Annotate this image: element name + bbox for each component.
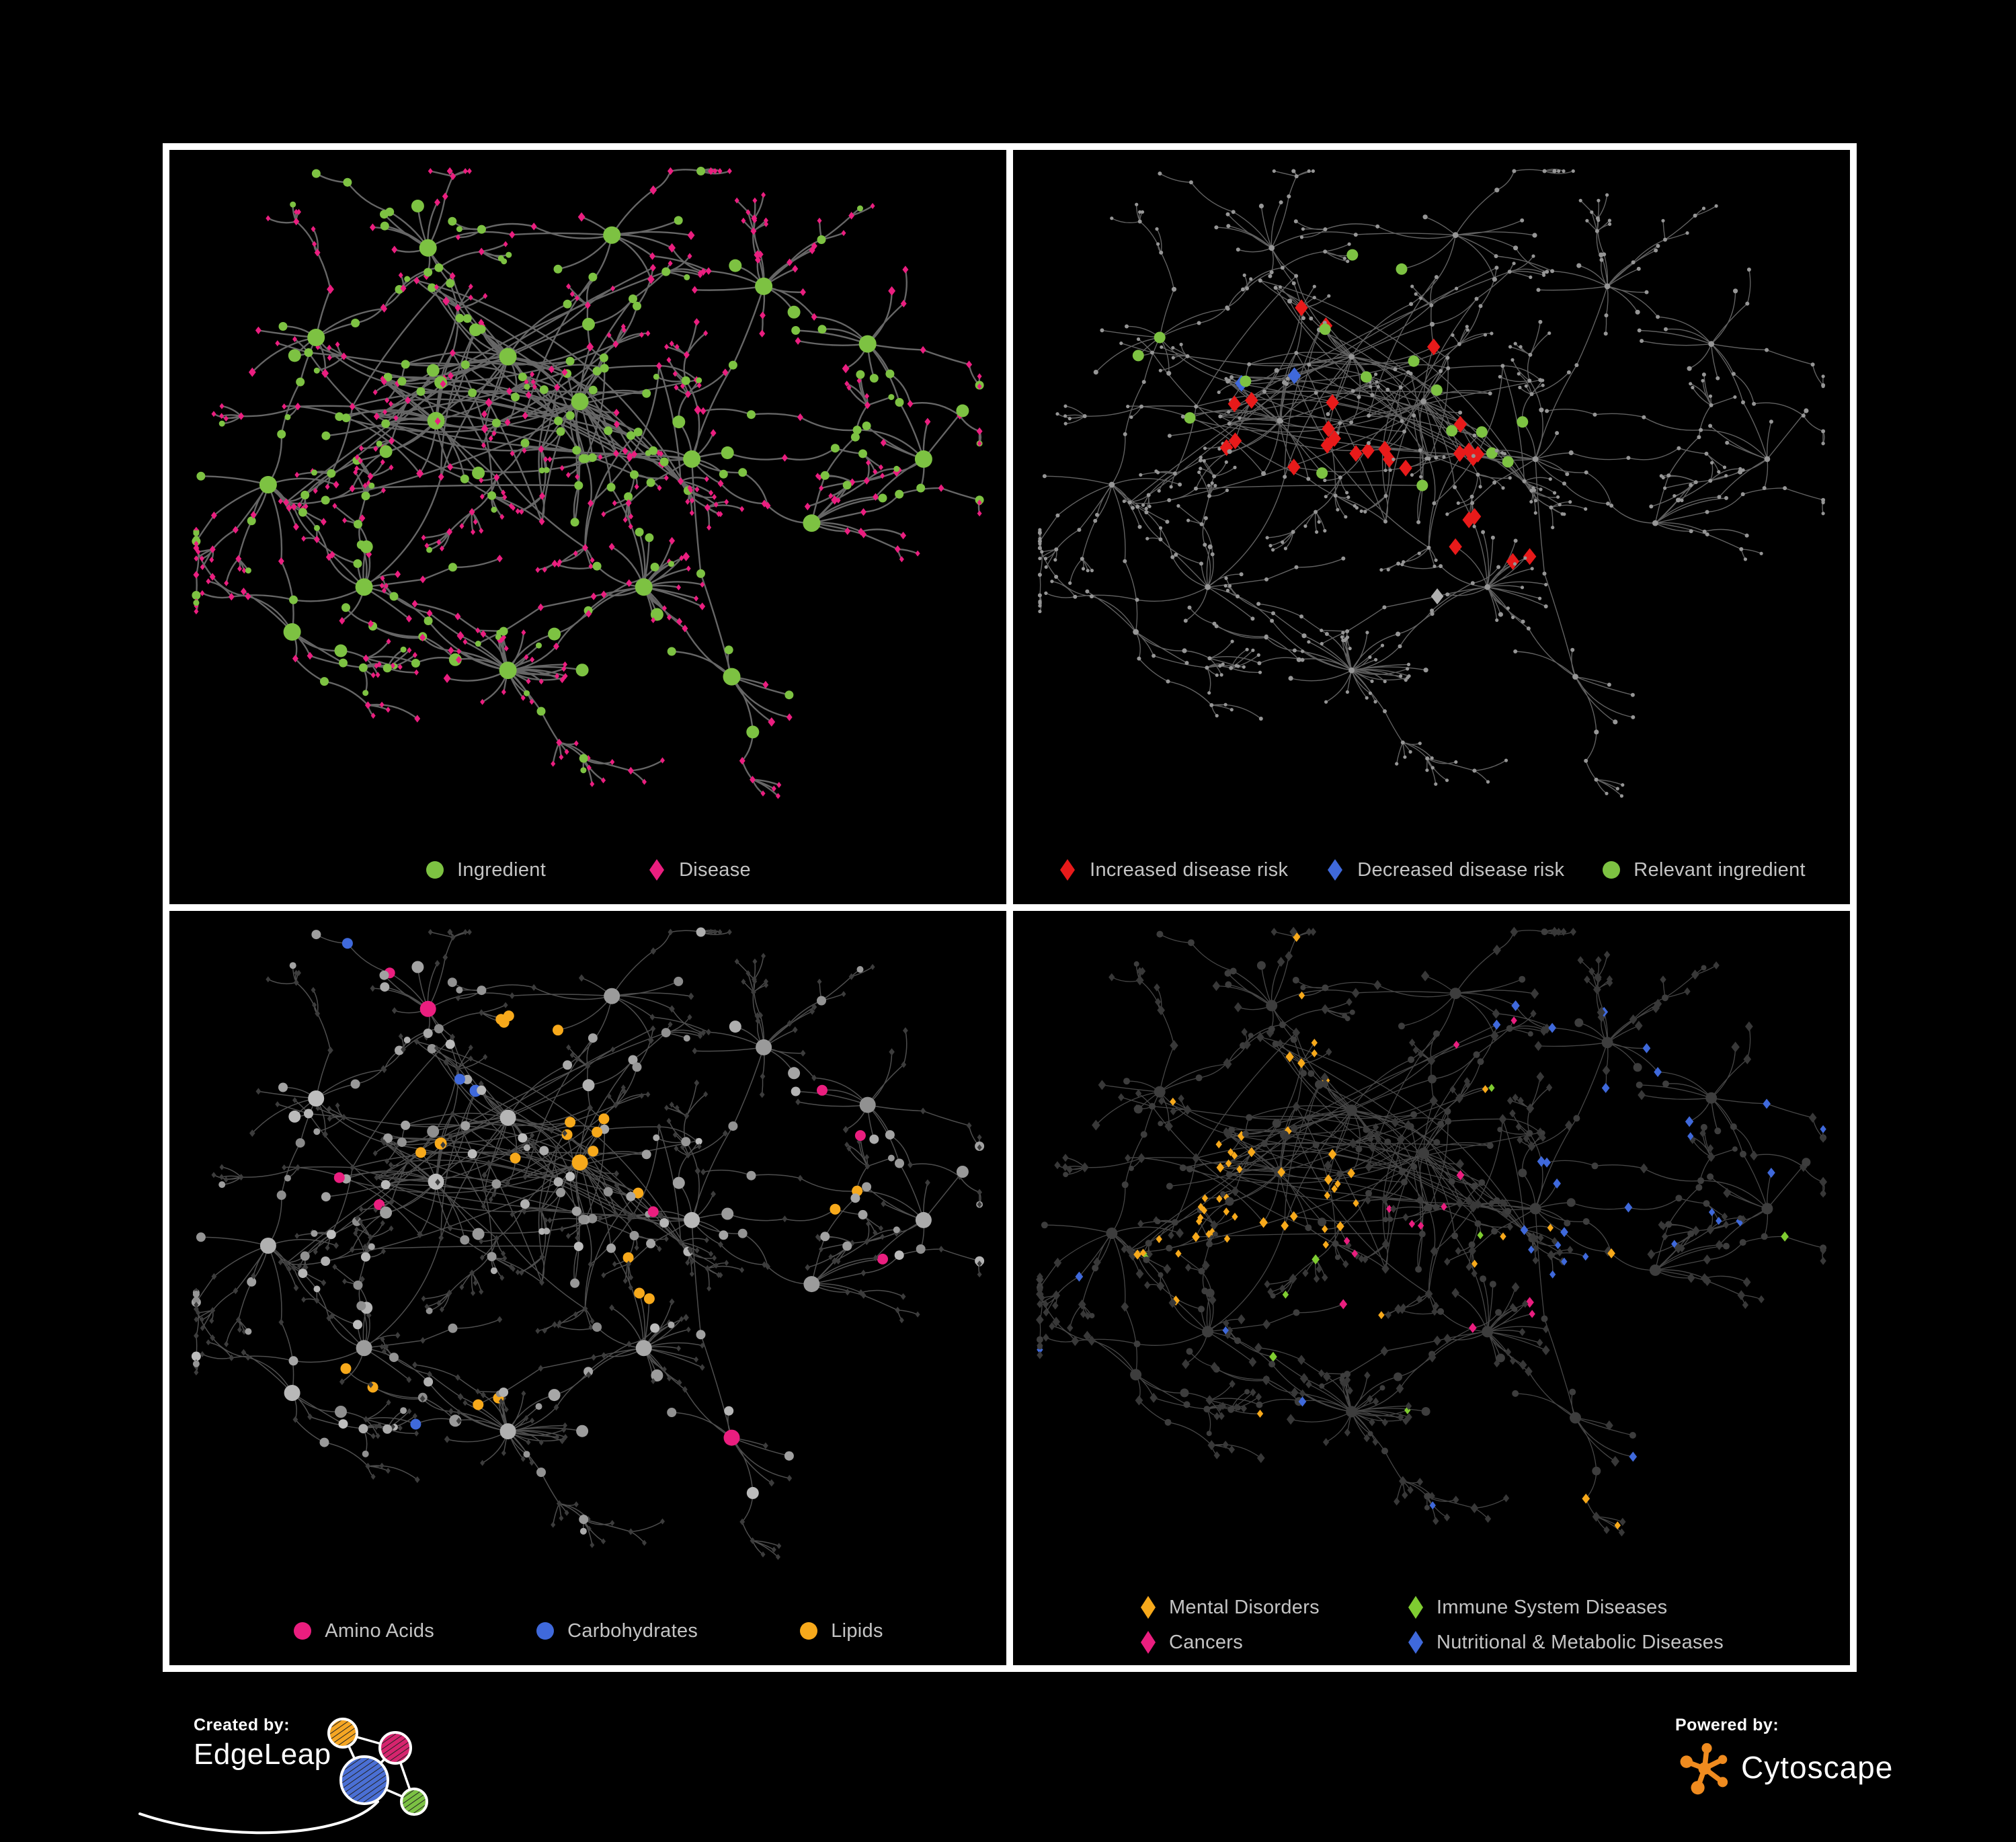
ingredient-marker-icon [426,861,444,879]
edgeleap-wordmark: EdgeLeap [194,1738,331,1771]
decreased-risk-marker-icon [1328,859,1343,881]
legend-label: Decreased disease risk [1357,858,1565,881]
cytoscape-logo [1680,1743,1728,1795]
edgeleap-node-pink [378,1731,412,1765]
legend-item-nutritional-metabolic-diseases: Nutritional & Metabolic Diseases [1407,1630,1724,1654]
panel-disease-risk: Increased disease risk Decreased disease… [1013,150,1850,904]
legend-item-carbohydrates: Carbohydrates [535,1619,698,1642]
legend-label: Increased disease risk [1090,858,1289,881]
legend-disease-risk: Increased disease risk Decreased disease… [1013,858,1850,881]
mental-disorders-marker-icon [1140,1596,1156,1619]
legend-item-cancers: Cancers [1139,1630,1320,1654]
figure-grid: Ingredient Disease Increased disease ris… [163,143,1857,1672]
immune-system-diseases-marker-icon [1408,1596,1423,1619]
legend-item-increased-risk: Increased disease risk [1057,858,1288,881]
edgeleap-branding: Created by: EdgeLeap [194,1716,331,1771]
disease-risk-network [1037,169,1826,798]
ingredient-disease-network [192,167,984,799]
legend-label: Immune System Diseases [1436,1596,1668,1618]
disease-category-network [1036,926,1827,1537]
edgeleap-node-green [400,1788,428,1816]
legend-item-mental-disorders: Mental Disorders [1139,1595,1320,1619]
panel-ingredient-disease: Ingredient Disease [169,150,1006,904]
legend-label: Disease [679,858,751,881]
created-by-label: Created by: [194,1716,290,1734]
panel-nutrient-categories: Amino Acids Carbohydrates Lipids [169,911,1006,1665]
legend-label: Relevant ingredient [1634,858,1806,881]
legend-item-immune-system-diseases: Immune System Diseases [1407,1595,1724,1619]
legend-item-amino-acids: Amino Acids [292,1619,434,1642]
legend-label: Mental Disorders [1168,1596,1320,1618]
panel-disease-categories: Mental Disorders Immune System Diseases … [1013,911,1850,1665]
legend-label: Lipids [831,1619,883,1642]
legend-disease-categories: Mental Disorders Immune System Diseases … [1013,1595,1850,1654]
legend-label: Nutritional & Metabolic Diseases [1436,1631,1724,1653]
legend-label: Cancers [1168,1631,1244,1653]
legend-item-disease: Disease [647,858,751,881]
disease-marker-icon [649,859,665,881]
legend-label: Ingredient [457,858,547,881]
legend-item-relevant-ingredient: Relevant ingredient [1601,858,1806,881]
nutritional-metabolic-marker-icon [1408,1631,1423,1654]
legend-ingredient-disease: Ingredient Disease [169,858,1006,881]
legend-label: Amino Acids [325,1619,435,1642]
increased-risk-marker-icon [1060,859,1076,881]
legend-item-decreased-risk: Decreased disease risk [1325,858,1564,881]
cytoscape-branding: Powered by: Cytoscape [1675,1716,1893,1796]
legend-label: Carbohydrates [567,1619,698,1642]
edgeleap-node-blue [339,1755,389,1805]
amino-acids-marker-icon [294,1622,312,1640]
nutrient-category-network [191,927,985,1560]
edgeleap-node-orange [327,1718,358,1749]
powered-by-label: Powered by: [1675,1716,1779,1734]
relevant-ingredient-marker-icon [1603,861,1621,879]
legend-item-ingredient: Ingredient [425,858,546,881]
cancers-marker-icon [1140,1631,1156,1654]
carbohydrates-marker-icon [536,1622,555,1640]
legend-item-lipids: Lipids [799,1619,883,1642]
lipids-marker-icon [800,1622,818,1640]
edgeleap-swoosh [138,1800,379,1835]
legend-nutrient-categories: Amino Acids Carbohydrates Lipids [169,1619,1006,1642]
cytoscape-wordmark: Cytoscape [1741,1750,1894,1785]
